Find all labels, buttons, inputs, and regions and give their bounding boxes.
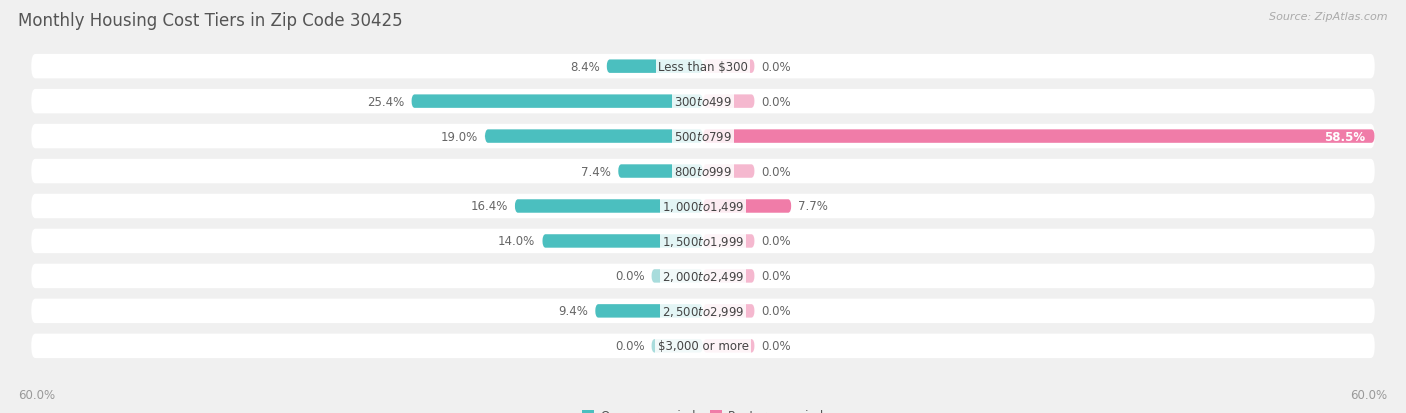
FancyBboxPatch shape bbox=[619, 165, 703, 178]
FancyBboxPatch shape bbox=[31, 229, 1375, 254]
FancyBboxPatch shape bbox=[606, 60, 703, 74]
Text: 7.7%: 7.7% bbox=[799, 200, 828, 213]
FancyBboxPatch shape bbox=[703, 60, 755, 74]
Text: $1,000 to $1,499: $1,000 to $1,499 bbox=[662, 199, 744, 214]
FancyBboxPatch shape bbox=[31, 264, 1375, 288]
Text: Source: ZipAtlas.com: Source: ZipAtlas.com bbox=[1270, 12, 1388, 22]
Text: 0.0%: 0.0% bbox=[762, 95, 792, 108]
FancyBboxPatch shape bbox=[651, 339, 703, 353]
FancyBboxPatch shape bbox=[543, 235, 703, 248]
Text: Monthly Housing Cost Tiers in Zip Code 30425: Monthly Housing Cost Tiers in Zip Code 3… bbox=[18, 12, 404, 30]
Text: $2,500 to $2,999: $2,500 to $2,999 bbox=[662, 304, 744, 318]
FancyBboxPatch shape bbox=[595, 304, 703, 318]
Text: Less than $300: Less than $300 bbox=[658, 61, 748, 74]
Text: $500 to $799: $500 to $799 bbox=[673, 130, 733, 143]
Text: 16.4%: 16.4% bbox=[471, 200, 508, 213]
FancyBboxPatch shape bbox=[515, 200, 703, 213]
FancyBboxPatch shape bbox=[412, 95, 703, 109]
FancyBboxPatch shape bbox=[31, 159, 1375, 184]
Text: $800 to $999: $800 to $999 bbox=[673, 165, 733, 178]
Text: 0.0%: 0.0% bbox=[762, 235, 792, 248]
FancyBboxPatch shape bbox=[703, 200, 792, 213]
Text: 0.0%: 0.0% bbox=[762, 270, 792, 283]
Legend: Owner-occupied, Renter-occupied: Owner-occupied, Renter-occupied bbox=[578, 404, 828, 413]
Text: 0.0%: 0.0% bbox=[762, 339, 792, 352]
Text: 7.4%: 7.4% bbox=[581, 165, 612, 178]
Text: $2,000 to $2,499: $2,000 to $2,499 bbox=[662, 269, 744, 283]
Text: 8.4%: 8.4% bbox=[569, 61, 599, 74]
FancyBboxPatch shape bbox=[485, 130, 703, 143]
FancyBboxPatch shape bbox=[703, 235, 755, 248]
FancyBboxPatch shape bbox=[31, 125, 1375, 149]
Text: 19.0%: 19.0% bbox=[440, 130, 478, 143]
FancyBboxPatch shape bbox=[703, 130, 1375, 143]
FancyBboxPatch shape bbox=[31, 334, 1375, 358]
Text: 0.0%: 0.0% bbox=[762, 305, 792, 318]
Text: $300 to $499: $300 to $499 bbox=[673, 95, 733, 108]
FancyBboxPatch shape bbox=[703, 270, 755, 283]
FancyBboxPatch shape bbox=[703, 339, 755, 353]
Text: $3,000 or more: $3,000 or more bbox=[658, 339, 748, 352]
FancyBboxPatch shape bbox=[31, 299, 1375, 323]
FancyBboxPatch shape bbox=[651, 270, 703, 283]
FancyBboxPatch shape bbox=[31, 90, 1375, 114]
FancyBboxPatch shape bbox=[703, 165, 755, 178]
Text: 0.0%: 0.0% bbox=[614, 339, 644, 352]
Text: 0.0%: 0.0% bbox=[762, 165, 792, 178]
Text: $1,500 to $1,999: $1,500 to $1,999 bbox=[662, 235, 744, 248]
FancyBboxPatch shape bbox=[703, 95, 755, 109]
Text: 25.4%: 25.4% bbox=[367, 95, 405, 108]
FancyBboxPatch shape bbox=[31, 55, 1375, 79]
Text: 14.0%: 14.0% bbox=[498, 235, 536, 248]
FancyBboxPatch shape bbox=[703, 304, 755, 318]
Text: 0.0%: 0.0% bbox=[762, 61, 792, 74]
Text: 9.4%: 9.4% bbox=[558, 305, 588, 318]
Text: 60.0%: 60.0% bbox=[1351, 388, 1388, 401]
FancyBboxPatch shape bbox=[31, 194, 1375, 219]
Text: 60.0%: 60.0% bbox=[18, 388, 55, 401]
Text: 0.0%: 0.0% bbox=[614, 270, 644, 283]
Text: 58.5%: 58.5% bbox=[1324, 130, 1365, 143]
